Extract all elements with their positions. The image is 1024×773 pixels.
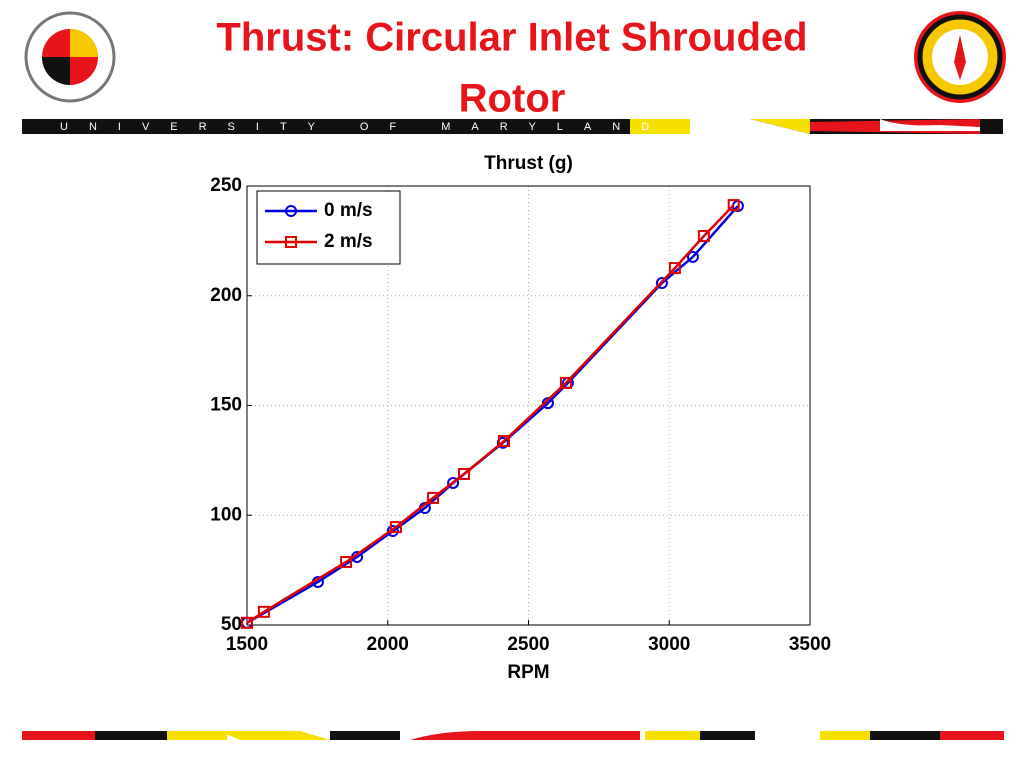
marker (241, 616, 253, 629)
marker (386, 525, 399, 538)
marker (496, 436, 509, 449)
y-tick-label: 200 (210, 285, 242, 306)
marker (257, 605, 270, 618)
footer-stripe (22, 731, 1004, 740)
marker (447, 476, 460, 489)
marker (686, 250, 699, 263)
banner: UNIVERSITY OF MARYLAND (22, 119, 1003, 134)
x-tick-label: 1500 (226, 634, 268, 655)
legend-marker (285, 205, 297, 217)
marker (727, 199, 740, 212)
legend-label: 2 m/s (324, 231, 373, 252)
marker (389, 521, 402, 534)
chart-title: Thrust (g) (484, 153, 573, 174)
x-axis-label: RPM (507, 662, 549, 683)
rotorcraft-logo (914, 11, 1006, 103)
x-tick-label: 3500 (789, 634, 831, 655)
legend-box (256, 190, 401, 265)
marker (427, 491, 440, 504)
marker (668, 262, 681, 275)
marker (655, 277, 668, 290)
marker (458, 467, 471, 480)
y-tick-label: 150 (210, 395, 242, 416)
legend-label: 0 m/s (324, 200, 373, 221)
marker (498, 435, 511, 448)
y-tick-label: 50 (221, 614, 242, 635)
marker (559, 376, 572, 389)
chart: Thrust (g) RPM 1500 2000 2500 3000 3500 50 100 15… (210, 153, 831, 683)
series-line (246, 204, 735, 624)
umd-logo (24, 11, 116, 103)
marker (340, 556, 353, 569)
banner-text: UNIVERSITY OF MARYLAND (60, 121, 670, 133)
y-tick-label: 100 (210, 504, 242, 525)
x-tick-label: 3000 (648, 634, 690, 655)
x-tick-label: 2500 (507, 634, 549, 655)
x-tick-label: 2000 (367, 634, 409, 655)
marker (697, 230, 710, 243)
plot-frame (246, 185, 811, 626)
y-tick-label: 250 (210, 175, 242, 196)
slide-title: Thrust: Circular Inlet Shrouded (216, 16, 807, 60)
slide-title-line2: Rotor (459, 77, 566, 121)
legend-marker (285, 236, 297, 248)
